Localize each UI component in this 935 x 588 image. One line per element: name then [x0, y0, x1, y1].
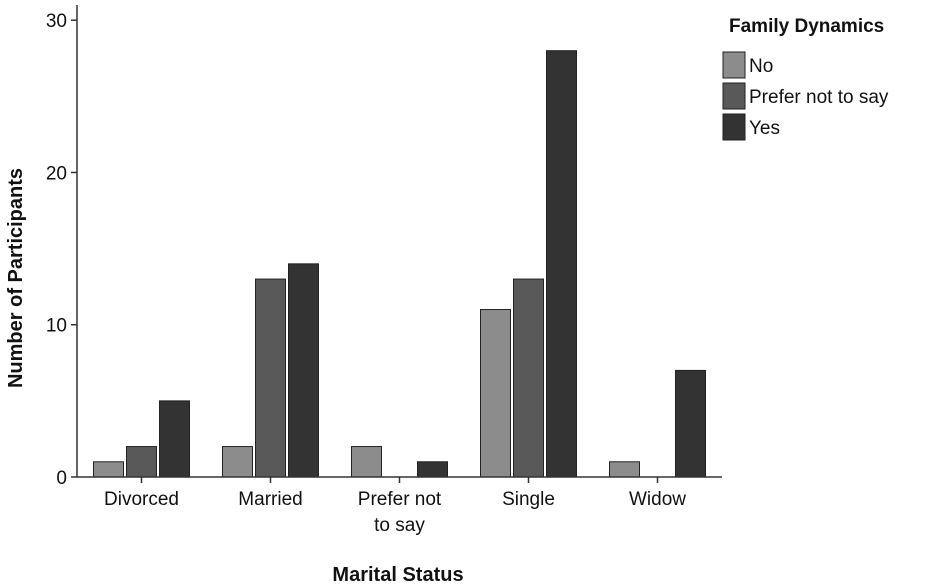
- legend-label: No: [749, 56, 773, 77]
- y-tick-label: 0: [56, 468, 67, 489]
- legend-label: Yes: [749, 118, 780, 139]
- y-tick-label: 20: [46, 163, 67, 184]
- bar: [675, 369, 706, 478]
- x-axis-title: Marital Status: [332, 564, 463, 586]
- x-tick-label: Divorced: [104, 489, 179, 510]
- x-tick-label: Married: [238, 489, 302, 510]
- y-tick-label: 30: [46, 11, 67, 32]
- bar: [480, 309, 511, 478]
- legend-swatch: [722, 82, 746, 110]
- bar: [93, 461, 124, 478]
- y-tick-label: 10: [46, 316, 67, 337]
- bar: [417, 461, 448, 478]
- bar: [255, 278, 286, 478]
- bar: [288, 263, 319, 478]
- y-axis-ticks: 0 10 20 30: [46, 11, 77, 489]
- legend-label: Prefer not to say: [749, 87, 889, 108]
- x-axis-ticks: Divorced Married Prefer not to say Single Wid…: [104, 477, 686, 536]
- legend-title: Family Dynamics: [729, 16, 884, 37]
- x-tick-label: Single: [502, 489, 555, 510]
- bar: [222, 446, 253, 478]
- y-axis-title: Number of Participants: [5, 168, 27, 388]
- legend-swatch: [722, 113, 746, 141]
- x-tick-label: Prefer not to say: [358, 489, 442, 536]
- legend-items: No Prefer not to say Yes: [722, 51, 889, 141]
- legend-swatch: [722, 51, 746, 79]
- bar: [513, 278, 544, 478]
- legend: Family Dynamics No Prefer not to say Yes: [722, 16, 889, 141]
- x-tick-label: Widow: [629, 489, 686, 510]
- bar: [126, 446, 157, 478]
- bar: [351, 446, 382, 478]
- bar: [609, 461, 640, 478]
- bars: [93, 50, 706, 478]
- bar: [159, 400, 190, 478]
- bar: [546, 50, 577, 478]
